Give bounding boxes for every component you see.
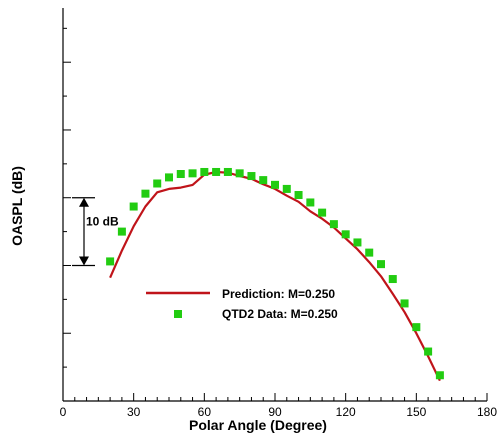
legend: Prediction: M=0.250 QTD2 Data: M=0.250 xyxy=(146,287,338,321)
qtd2-marker xyxy=(188,169,197,178)
arrow-up-icon xyxy=(79,197,89,207)
x-tick-label: 90 xyxy=(268,405,282,419)
qtd2-marker xyxy=(212,167,221,176)
x-tick-label: 60 xyxy=(198,405,212,419)
x-tick-label: 120 xyxy=(336,405,356,419)
qtd2-marker xyxy=(176,170,185,179)
x-tick-label: 180 xyxy=(477,405,497,419)
qtd2-marker xyxy=(341,230,350,239)
x-tick-label: 30 xyxy=(127,405,141,419)
qtd2-marker xyxy=(400,299,409,308)
qtd2-marker xyxy=(129,202,138,211)
qtd2-marker xyxy=(365,248,374,257)
qtd2-marker xyxy=(165,173,173,182)
qtd2-marker xyxy=(424,347,433,356)
qtd2-marker xyxy=(353,238,362,247)
axes xyxy=(62,8,487,402)
legend-label-qtd2: QTD2 Data: M=0.250 xyxy=(222,307,338,321)
qtd2-marker xyxy=(282,184,291,193)
qtd2-marker xyxy=(235,169,244,178)
x-tick-label: 0 xyxy=(60,405,67,419)
qtd2-marker xyxy=(247,172,256,181)
qtd2-marker xyxy=(153,179,162,188)
qtd2-marker xyxy=(306,198,315,207)
qtd2-marker xyxy=(388,275,397,284)
legend-label-prediction: Prediction: M=0.250 xyxy=(222,287,335,301)
qtd2-marker xyxy=(435,371,444,380)
qtd2-marker xyxy=(141,189,150,198)
x-tick-label: 150 xyxy=(406,405,426,419)
qtd2-marker xyxy=(329,220,338,229)
scale-bar-label: 10 dB xyxy=(86,215,119,229)
qtd2-marker xyxy=(294,191,303,200)
qtd2-marker xyxy=(259,176,268,185)
qtd2-marker xyxy=(200,167,209,176)
qtd2-marker xyxy=(377,260,385,269)
qtd2-marker xyxy=(223,167,232,176)
x-axis-title: Polar Angle (Degree) xyxy=(189,417,327,433)
y-axis-title: OASPL (dB) xyxy=(9,166,25,246)
scale-annotation: 10 dB xyxy=(72,197,119,267)
series-qtd2 xyxy=(106,167,444,380)
qtd2-marker xyxy=(106,257,115,266)
qtd2-marker xyxy=(412,323,421,332)
qtd2-marker xyxy=(271,180,279,189)
qtd2-marker xyxy=(318,208,327,217)
qtd2-marker xyxy=(117,227,126,236)
series-prediction xyxy=(109,170,441,382)
arrow-down-icon xyxy=(79,256,89,266)
prediction-line xyxy=(109,170,441,382)
legend-marker-swatch xyxy=(174,310,182,318)
ticks: 0 30 60 90 120 150 180 xyxy=(60,27,497,419)
